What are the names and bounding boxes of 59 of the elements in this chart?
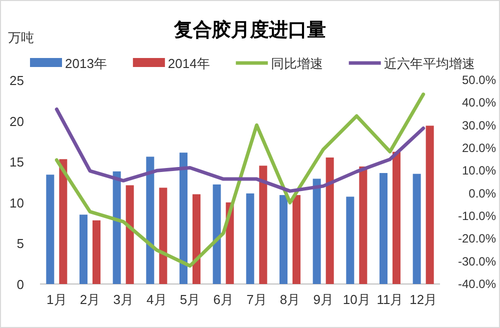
bar (346, 196, 354, 284)
line-series (54, 92, 426, 268)
x-tick-label: 12月 (410, 292, 438, 307)
bar (146, 156, 154, 284)
y-tick-label: 15 (10, 154, 24, 170)
bar (326, 158, 334, 284)
legend-label: 近六年平均增速 (384, 56, 475, 71)
line-series (54, 107, 426, 193)
y2-tick-label: -30.0% (458, 254, 496, 268)
legend-label: 2014年 (168, 56, 210, 71)
bar (280, 195, 288, 284)
x-tick-label: 10月 (342, 292, 370, 307)
x-tick-label: 9月 (313, 292, 334, 307)
bar (392, 152, 400, 284)
x-tick-label: 5月 (180, 292, 200, 307)
bar (92, 220, 100, 284)
y2-tick-label: 20.0% (462, 141, 496, 155)
x-tick-label: 3月 (113, 292, 134, 307)
bar (59, 159, 68, 284)
x-tick-label: 6月 (213, 292, 234, 307)
bar (359, 166, 368, 284)
legend-label: 同比增速 (270, 56, 323, 71)
bar (212, 184, 221, 284)
y-tick-label: 20 (10, 114, 24, 129)
chart-title: 复合胶月度进口量 (173, 19, 326, 41)
bar (246, 193, 254, 284)
bar (259, 166, 268, 284)
bar (80, 214, 88, 284)
x-tick-label: 11月 (376, 292, 404, 307)
bar (46, 174, 54, 284)
bar (126, 185, 134, 284)
bar (292, 195, 300, 284)
x-tick-label: 2月 (80, 292, 100, 307)
x-tick-label: 4月 (146, 292, 167, 307)
bar (380, 173, 388, 284)
bar (412, 174, 421, 284)
y2-tick-label: 30.0% (462, 118, 496, 132)
bar (192, 194, 200, 284)
bar (112, 171, 121, 284)
bar (426, 126, 434, 284)
y2-tick-label: 50.0% (462, 73, 496, 87)
bar (312, 178, 321, 284)
y-tick-label: 0 (16, 277, 24, 292)
y-tick-label: 5 (16, 236, 24, 252)
legend-label: 2013年 (65, 56, 107, 71)
y2-tick-label: -40.0% (458, 277, 496, 291)
y2-tick-label: -20.0% (458, 232, 496, 246)
y-tick-label: 10 (10, 195, 24, 210)
bar (180, 152, 188, 284)
y2-tick-label: 40.0% (462, 96, 496, 110)
y2-tick-label: 0.0% (468, 186, 496, 200)
bar (159, 188, 168, 284)
x-tick-label: 8月 (280, 292, 300, 307)
y2-tick-label: -10.0% (458, 209, 496, 223)
y2-tick-label: 10.0% (462, 164, 496, 178)
y-tick-label: 25 (10, 73, 24, 88)
x-tick-label: 1月 (46, 292, 67, 307)
x-tick-label: 7月 (246, 292, 267, 307)
y-axis-title: 万吨 (8, 30, 34, 45)
